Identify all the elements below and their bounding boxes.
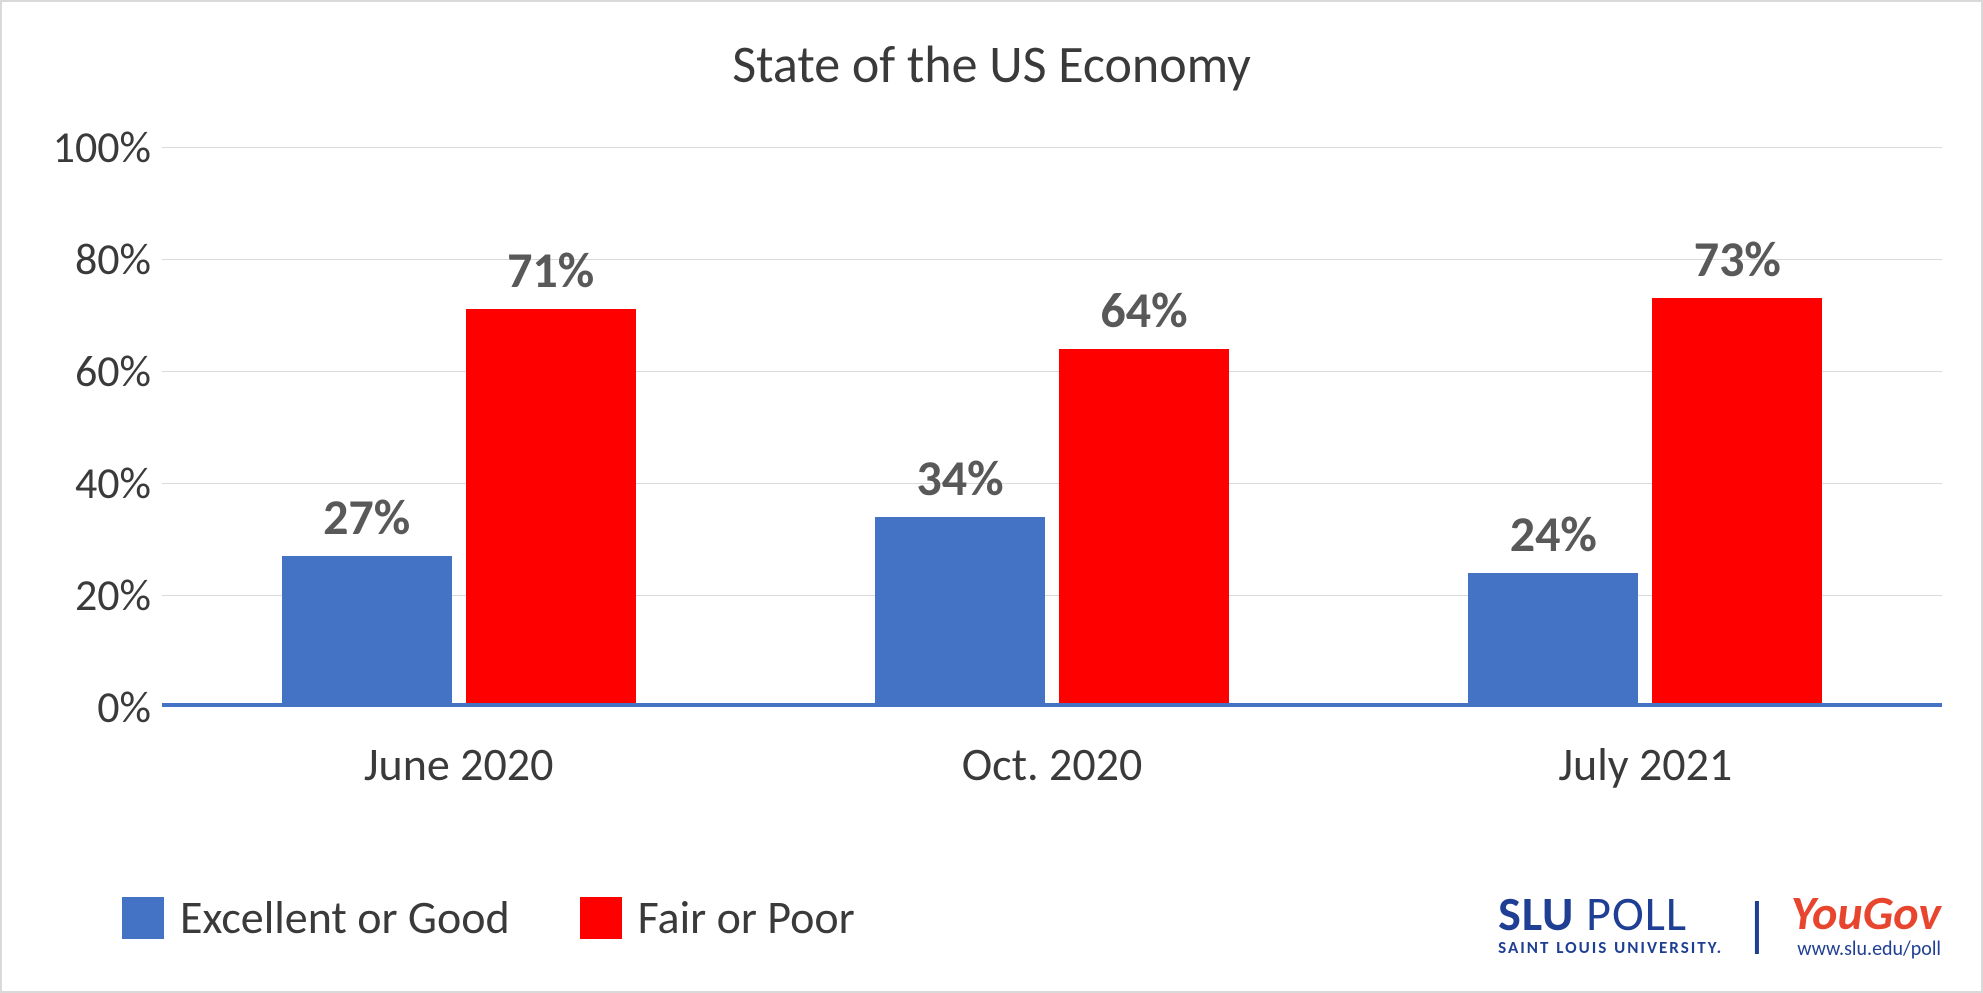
slu-poll-subtitle: SAINT LOUIS UNIVERSITY. bbox=[1498, 938, 1723, 958]
chart-container: State of the US Economy 0% 20% 40% 60% 80% 10… bbox=[0, 0, 1983, 993]
chart-title: State of the US Economy bbox=[2, 32, 1981, 96]
bar-group: 24%73% bbox=[1349, 147, 1942, 707]
y-tick-label: 20% bbox=[75, 568, 151, 622]
legend-item: Excellent or Good bbox=[122, 890, 510, 946]
footer-logos: SLU POLL SAINT LOUIS UNIVERSITY. | YouGo… bbox=[1498, 888, 1941, 961]
plot-area: 27%71%34%64%24%73% bbox=[162, 147, 1942, 707]
bar-value-label: 64% bbox=[1100, 280, 1187, 341]
slu-text-part2: POLL bbox=[1586, 884, 1687, 943]
x-axis-labels: June 2020Oct. 2020July 2021 bbox=[162, 737, 1942, 793]
bar-group: 34%64% bbox=[755, 147, 1348, 707]
x-axis-baseline bbox=[162, 703, 1942, 707]
y-tick-label: 40% bbox=[75, 456, 151, 510]
logo-divider: | bbox=[1743, 888, 1771, 961]
yougov-logo: YouGov www.slu.edu/poll bbox=[1791, 889, 1941, 961]
bar-group: 27%71% bbox=[162, 147, 755, 707]
legend-swatch bbox=[122, 897, 164, 939]
x-tick-label: June 2020 bbox=[162, 737, 755, 793]
bar-value-label: 27% bbox=[323, 487, 410, 548]
legend: Excellent or Good Fair or Poor bbox=[122, 890, 855, 946]
bar: 27% bbox=[282, 556, 452, 707]
legend-item: Fair or Poor bbox=[580, 890, 855, 946]
y-tick-label: 0% bbox=[97, 680, 151, 734]
y-tick-label: 80% bbox=[75, 232, 151, 286]
bar: 34% bbox=[875, 517, 1045, 707]
bar: 64% bbox=[1059, 349, 1229, 707]
yougov-main: YouGov bbox=[1791, 889, 1941, 937]
bar: 73% bbox=[1652, 298, 1822, 707]
y-tick-label: 100% bbox=[53, 120, 151, 174]
slu-text-part1: SLU bbox=[1498, 884, 1574, 943]
bar-value-label: 34% bbox=[916, 448, 1003, 509]
bar: 71% bbox=[466, 309, 636, 707]
slu-poll-logo: SLU POLL SAINT LOUIS UNIVERSITY. bbox=[1498, 890, 1723, 958]
slu-poll-main: SLU POLL bbox=[1498, 890, 1723, 938]
x-tick-label: Oct. 2020 bbox=[755, 737, 1348, 793]
yougov-url: www.slu.edu/poll bbox=[1791, 937, 1941, 961]
y-tick-label: 60% bbox=[75, 344, 151, 398]
bar-value-label: 24% bbox=[1510, 504, 1597, 565]
bar-value-label: 71% bbox=[507, 240, 594, 301]
legend-swatch bbox=[580, 897, 622, 939]
x-tick-label: July 2021 bbox=[1349, 737, 1942, 793]
bars: 27%71%34%64%24%73% bbox=[162, 147, 1942, 707]
legend-label: Excellent or Good bbox=[180, 890, 510, 946]
bar-value-label: 73% bbox=[1694, 229, 1781, 290]
bar: 24% bbox=[1468, 573, 1638, 707]
legend-label: Fair or Poor bbox=[638, 890, 855, 946]
